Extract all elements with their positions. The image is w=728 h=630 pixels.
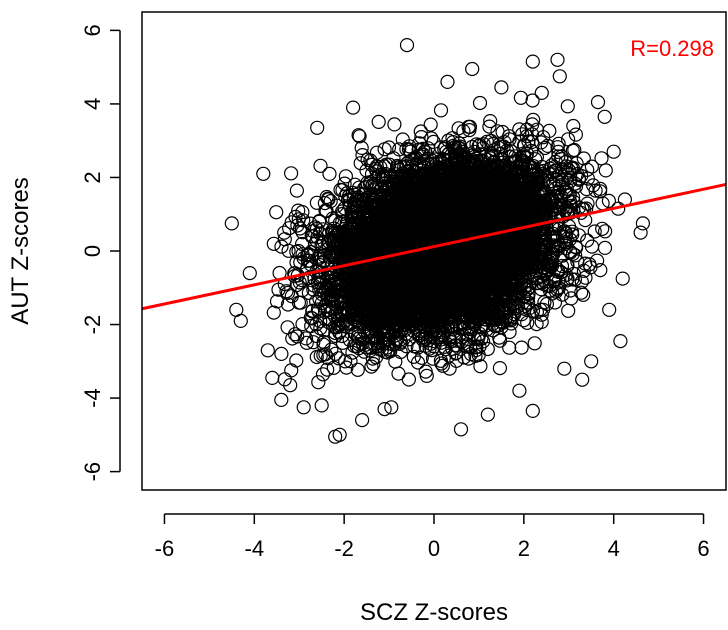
- data-point: [462, 123, 477, 138]
- data-point: [435, 358, 450, 373]
- data-point: [525, 93, 540, 108]
- data-point: [352, 129, 367, 144]
- data-point: [423, 117, 438, 132]
- data-point: [309, 328, 324, 344]
- data-point: [364, 359, 379, 374]
- data-point: [290, 218, 305, 233]
- data-point: [328, 346, 343, 361]
- data-point: [353, 156, 368, 171]
- data-point: [524, 127, 540, 142]
- data-point: [313, 158, 328, 173]
- data-point: [322, 166, 337, 181]
- data-point: [589, 253, 605, 268]
- data-point: [472, 95, 488, 111]
- data-point: [568, 127, 584, 142]
- data-point: [521, 301, 537, 316]
- data-point: [540, 138, 555, 153]
- data-point: [313, 314, 328, 329]
- data-point: [338, 354, 353, 369]
- data-point: [271, 282, 286, 297]
- data-point: [551, 144, 566, 159]
- data-point: [561, 303, 576, 318]
- data-point: [320, 362, 335, 377]
- data-point: [527, 336, 542, 351]
- data-point: [343, 354, 358, 369]
- data-point: [277, 225, 292, 240]
- data-point: [424, 131, 439, 146]
- data-point: [520, 315, 535, 330]
- data-point: [598, 163, 613, 178]
- data-point: [595, 221, 610, 236]
- data-point: [298, 331, 314, 346]
- data-point: [449, 345, 464, 360]
- data-point: [289, 183, 304, 198]
- data-point: [526, 112, 541, 128]
- data-point: [274, 346, 289, 361]
- data-point: [342, 193, 357, 208]
- data-point: [371, 114, 386, 130]
- data-point: [337, 176, 352, 191]
- data-point: [354, 140, 369, 155]
- data-point: [519, 122, 534, 137]
- data-points: [224, 37, 651, 444]
